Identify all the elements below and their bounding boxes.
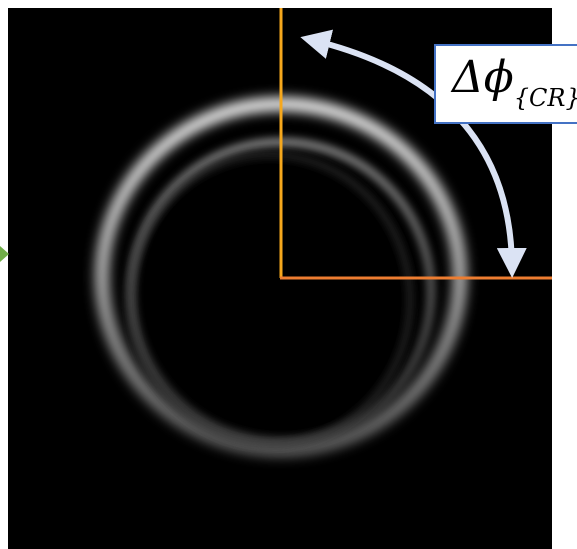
triangle-right-icon (0, 246, 9, 262)
angle-label-box: Δϕ{CR} (434, 44, 577, 124)
angle-symbol: Δϕ (452, 52, 514, 103)
angle-subscript: {CR} (513, 84, 577, 112)
faint-ring (127, 152, 413, 448)
angle-label: Δϕ{CR} (452, 56, 577, 111)
